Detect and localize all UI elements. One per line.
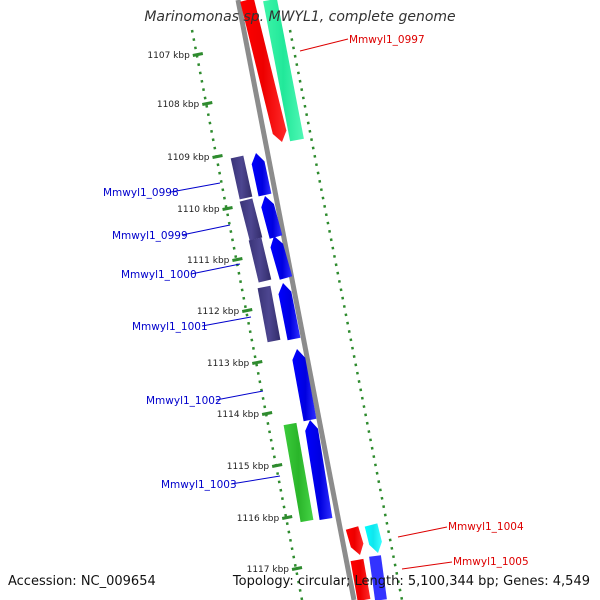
topology-text: Topology: circular; Length: 5,100,344 bp… [232,574,590,589]
cds-feature-mmwyl1-0998 [230,155,253,200]
gene-label: Mmwyl1_1005 [453,556,529,568]
scale-tick [201,101,213,106]
scale-tick [192,52,204,57]
gene-label-leader [170,182,221,193]
scale-tick-label: 1107 kbp [147,51,190,61]
genome-backbone [235,0,357,600]
cds-feature-mmwyl1-1000 [248,237,272,283]
gene-label: Mmwyl1_0998 [103,187,179,199]
cds-feature-mmwyl1-1001 [257,285,281,343]
scale-tick [261,411,273,416]
gene-feature-mmwyl1-1003 [305,420,333,520]
scale-tick [222,206,233,211]
gene-label-leader [401,561,453,570]
gene-feature-mmwyl1-1004 [345,526,364,555]
gene-label-leader [299,38,349,52]
scale-tick-label: 1115 kbp [227,462,270,472]
gene-label-leader [215,390,264,401]
gene-label-leader [190,263,241,275]
gene-label-leader [201,316,252,327]
scale-dotted-line-outer [288,29,404,600]
scale-tick [212,154,223,159]
scale-dotted-line-inner [190,29,304,600]
scale-tick-label: 1114 kbp [217,410,260,420]
cds-feature-mmwyl1-1003 [283,422,314,523]
gene-feature-mmwyl1-1005 [369,555,387,600]
gene-feature-mmwyl1-1000 [270,236,293,280]
scale-tick-label: 1110 kbp [177,205,220,215]
scale-tick-label: 1113 kbp [207,359,250,369]
gene-label-leader [230,475,281,485]
map-title: Marinomonas sp. MWYL1, complete genome [144,9,456,25]
scale-tick [281,515,293,520]
gene-label: Mmwyl1_0999 [112,230,188,242]
gene-feature-mmwyl1-1005 [350,558,371,600]
gene-label: Mmwyl1_1002 [146,395,222,407]
scale-tick-label: 1117 kbp [247,565,290,575]
gene-feature-mmwyl1-1004 [364,523,382,553]
gene-label: Mmwyl1_0997 [349,34,425,46]
gene-label-leader [397,526,448,538]
gene-label: Mmwyl1_1003 [161,479,237,491]
scale-tick [232,257,243,262]
scale-tick [241,308,253,313]
scale-tick-label: 1109 kbp [167,153,210,163]
scale-tick [291,566,303,571]
cds-feature-mmwyl1-0999 [239,198,263,241]
scale-tick [251,360,263,365]
scale-ticks: 1107 kbp 1108 kbp 1109 kbp 1110 kbp 1111 kbp… [147,51,303,575]
gene-features [230,0,387,600]
scale-tick-label: 1112 kbp [197,307,240,317]
gene-feature-mmwyl1-0998 [251,153,272,197]
gene-label: Mmwyl1_1000 [121,269,197,281]
accession-text: Accession: NC_009654 [8,574,156,589]
scale-tick-label: 1116 kbp [237,514,280,524]
gene-label-leader [181,224,231,236]
gene-feature-mmwyl1-1002 [292,349,317,422]
gene-feature-mmwyl1-1001 [278,283,301,341]
gene-feature-mmwyl1-0997 [263,0,304,142]
gene-label: Mmwyl1_1004 [448,521,524,533]
gene-label: Mmwyl1_1001 [132,321,208,333]
gene-feature-mmwyl1-0999 [261,196,283,239]
scale-tick [271,463,283,468]
scale-tick-label: 1111 kbp [187,256,230,266]
scale-tick-label: 1108 kbp [157,100,200,110]
gene-labels: Mmwyl1_0997 Mmwyl1_0998 Mmwyl1_0999 Mmwyl1_… [103,34,529,570]
gene-feature-mmwyl1-0997 [240,0,287,142]
